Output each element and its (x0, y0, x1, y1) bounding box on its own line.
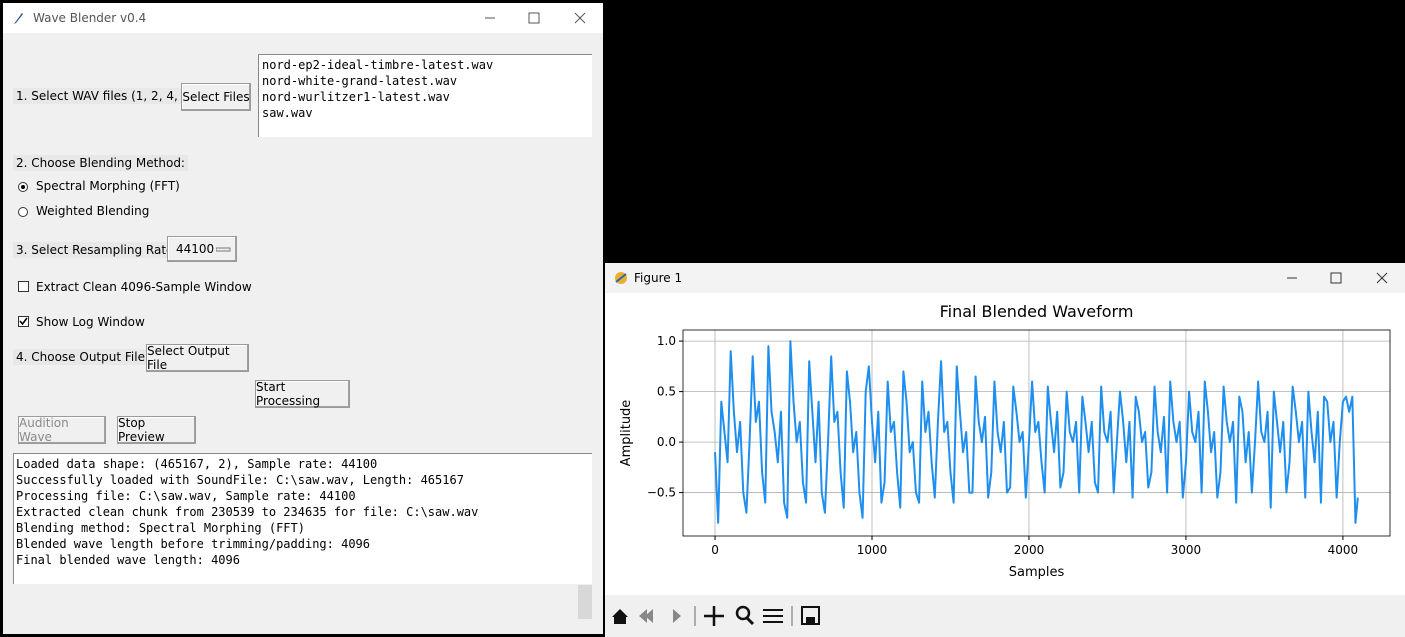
figure-icon (615, 272, 627, 284)
menu-indicator (216, 247, 231, 252)
start-button[interactable]: Start Processing (255, 380, 350, 408)
radio-button[interactable] (17, 181, 29, 193)
window-controls[interactable] (1275, 263, 1405, 293)
log-line: Extracted clean chunk from 230539 to 234… (16, 505, 479, 519)
x-axis-label: Samples (1009, 565, 1065, 580)
x-tick-label: 4000 (1328, 543, 1359, 557)
stop-button[interactable]: Stop Preview (117, 416, 196, 444)
chart: Final Blended Waveform Samples Amplitude 0 1… (605, 302, 1405, 637)
title-bar: Figure 1 (605, 263, 1405, 293)
x-tick-label: 1000 (857, 543, 888, 557)
log-line: Blended wave length before trimming/padd… (16, 537, 371, 551)
log-area: Loaded data shape: (465167, 2), Sample r… (13, 453, 592, 584)
file-list[interactable]: nord-ep2-ideal-timbre-latest.wav nord-whi… (258, 54, 592, 137)
x-tick-label: 3000 (1171, 543, 1202, 557)
window-title: Wave Blender v0.4 (33, 11, 147, 25)
audition-button[interactable]: Audition Wave (18, 416, 106, 444)
radio-label: Weighted Blending (36, 204, 150, 218)
select-files-button[interactable]: Select Files (181, 83, 251, 111)
output-button[interactable]: Select Output File (146, 344, 249, 372)
app-icon (14, 13, 23, 24)
extract-checkbox-label: Extract Clean 4096-Sample Window (36, 280, 252, 294)
y-tick-label: 0.5 (657, 385, 676, 399)
log-line: Blending method: Spectral Morphing (FFT) (16, 521, 305, 535)
step4-label: 4. Choose Output File: (13, 349, 153, 365)
radio-label: Spectral Morphing (FFT) (36, 179, 180, 193)
file-item[interactable]: saw.wav (262, 106, 313, 120)
toolbar-icons[interactable] (612, 605, 820, 626)
file-item[interactable]: nord-white-grand-latest.wav (262, 74, 458, 88)
rate-menu[interactable]: 44100 (167, 236, 237, 262)
step2-label: 2. Choose Blending Method: (13, 155, 188, 171)
app-window: Wave Blender v0.4 1. Select WAV files (1… (3, 3, 603, 634)
log-line: Final blended wave length: 4096 (16, 553, 240, 567)
file-item[interactable]: nord-wurlitzer1-latest.wav (262, 90, 450, 104)
waveform-line (714, 340, 1359, 524)
window-title: Figure 1 (634, 271, 683, 285)
x-tick-label: 2000 (1014, 543, 1045, 557)
step1-label: 1. Select WAV files (1, 2, 4, 8): (13, 88, 201, 104)
step3-label: 3. Select Resampling Rate: (13, 242, 181, 258)
window-controls[interactable] (473, 3, 603, 33)
checkbox[interactable] (18, 316, 30, 328)
y-tick-label: 0.0 (657, 435, 676, 449)
log-checkbox-label: Show Log Window (36, 315, 145, 329)
rate-value: 44100 (176, 242, 215, 256)
x-tick-label: 0 (711, 543, 719, 557)
checkbox[interactable] (18, 281, 30, 293)
axes-frame (682, 329, 1391, 537)
log-line: Loaded data shape: (465167, 2), Sample r… (16, 457, 378, 471)
log-line: Processing file: C:\saw.wav, Sample rate… (16, 489, 356, 503)
method-group: Spectral Morphing (FFT) Weighted Blending (17, 178, 217, 228)
y-axis-label: Amplitude (619, 400, 634, 467)
figure-window: Figure 1 Final Blended Waveform Samples Am… (605, 263, 1405, 637)
radio-button[interactable] (17, 206, 29, 218)
chart-title: Final Blended Waveform (940, 302, 1134, 321)
y-tick-label: 1.0 (657, 334, 676, 348)
title-bar: Wave Blender v0.4 (3, 3, 603, 33)
file-item[interactable]: nord-ep2-ideal-timbre-latest.wav (262, 58, 494, 72)
y-tick-label: −0.5 (647, 486, 676, 500)
scrollbar-thumb[interactable] (578, 585, 592, 619)
log-line: Successfully loaded with SoundFile: C:\s… (16, 473, 464, 487)
toolbar (605, 595, 1405, 637)
